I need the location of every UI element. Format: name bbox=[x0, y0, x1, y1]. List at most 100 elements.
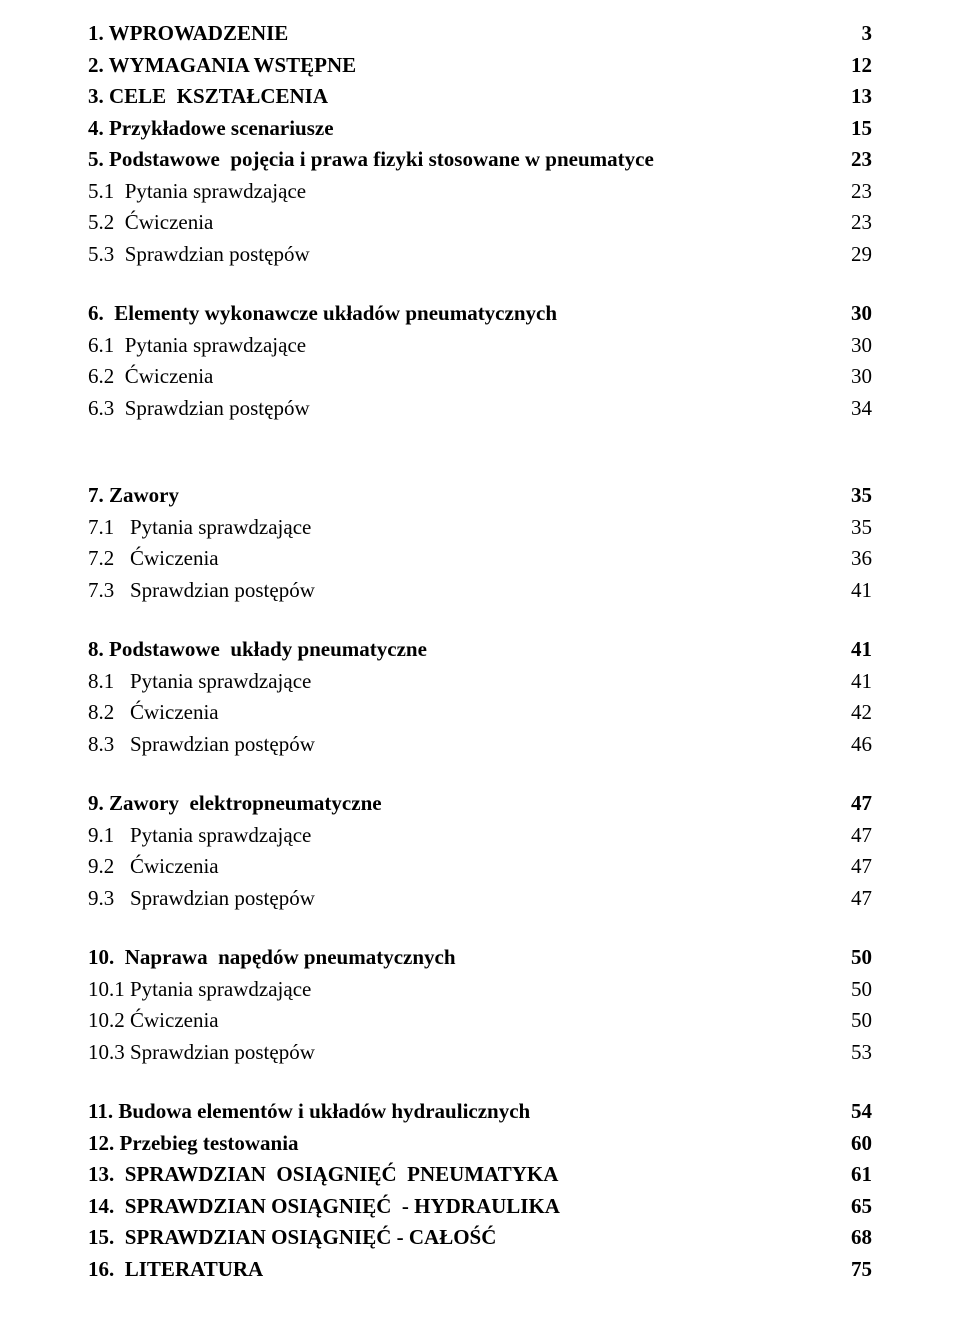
toc-row: 6.3 Sprawdzian postępów34 bbox=[88, 393, 872, 425]
toc-title: 6.2 Ćwiczenia bbox=[88, 361, 827, 393]
toc-title: 1. WPROWADZENIE bbox=[88, 18, 838, 50]
toc-gap bbox=[88, 452, 872, 480]
toc-title: 5.3 Sprawdzian postępów bbox=[88, 239, 827, 271]
toc-title: 2. WYMAGANIA WSTĘPNE bbox=[88, 50, 827, 82]
toc-row: 7.2 Ćwiczenia36 bbox=[88, 543, 872, 575]
toc-page-number: 23 bbox=[827, 176, 872, 208]
toc-gap bbox=[88, 760, 872, 788]
toc-page-number: 54 bbox=[827, 1096, 872, 1128]
toc-gap bbox=[88, 914, 872, 942]
toc-page-number: 47 bbox=[827, 788, 872, 820]
toc-gap bbox=[88, 606, 872, 634]
toc-title: 11. Budowa elementów i układów hydraulic… bbox=[88, 1096, 827, 1128]
toc-row: 14. SPRAWDZIAN OSIĄGNIĘĆ - HYDRAULIKA65 bbox=[88, 1191, 872, 1223]
toc-row: 10.1 Pytania sprawdzające50 bbox=[88, 974, 872, 1006]
toc-gap bbox=[88, 270, 872, 298]
toc-page-number: 30 bbox=[827, 330, 872, 362]
toc-page-number: 61 bbox=[827, 1159, 872, 1191]
toc-title: 14. SPRAWDZIAN OSIĄGNIĘĆ - HYDRAULIKA bbox=[88, 1191, 827, 1223]
toc-title: 8.2 Ćwiczenia bbox=[88, 697, 827, 729]
toc-title: 5.2 Ćwiczenia bbox=[88, 207, 827, 239]
toc-page-number: 46 bbox=[827, 729, 872, 761]
toc-row: 13. SPRAWDZIAN OSIĄGNIĘĆ PNEUMATYKA61 bbox=[88, 1159, 872, 1191]
toc-row: 8.1 Pytania sprawdzające41 bbox=[88, 666, 872, 698]
toc-row: 11. Budowa elementów i układów hydraulic… bbox=[88, 1096, 872, 1128]
toc-row: 4. Przykładowe scenariusze15 bbox=[88, 113, 872, 145]
toc-page-number: 3 bbox=[838, 18, 873, 50]
toc-title: 4. Przykładowe scenariusze bbox=[88, 113, 827, 145]
toc-title: 3. CELE KSZTAŁCENIA bbox=[88, 81, 827, 113]
toc-row: 7.3 Sprawdzian postępów41 bbox=[88, 575, 872, 607]
toc-row: 6.2 Ćwiczenia30 bbox=[88, 361, 872, 393]
toc-row: 5.3 Sprawdzian postępów29 bbox=[88, 239, 872, 271]
toc-title: 6. Elementy wykonawcze układów pneumatyc… bbox=[88, 298, 827, 330]
toc-row: 7.1 Pytania sprawdzające35 bbox=[88, 512, 872, 544]
toc-row: 10.3 Sprawdzian postępów53 bbox=[88, 1037, 872, 1069]
toc-row: 1. WPROWADZENIE3 bbox=[88, 18, 872, 50]
toc-title: 7.1 Pytania sprawdzające bbox=[88, 512, 827, 544]
toc-page-number: 15 bbox=[827, 113, 872, 145]
toc-page-number: 23 bbox=[827, 207, 872, 239]
toc-row: 16. LITERATURA75 bbox=[88, 1254, 872, 1286]
toc-page-number: 47 bbox=[827, 820, 872, 852]
toc-page-number: 50 bbox=[827, 1005, 872, 1037]
toc-title: 9.3 Sprawdzian postępów bbox=[88, 883, 827, 915]
toc-page-number: 42 bbox=[827, 697, 872, 729]
toc-page-number: 75 bbox=[827, 1254, 872, 1286]
toc-page-number: 41 bbox=[827, 634, 872, 666]
toc-row: 10. Naprawa napędów pneumatycznych50 bbox=[88, 942, 872, 974]
toc-page-number: 50 bbox=[827, 974, 872, 1006]
toc-page-number: 29 bbox=[827, 239, 872, 271]
toc-row: 9.1 Pytania sprawdzające47 bbox=[88, 820, 872, 852]
toc-page-number: 53 bbox=[827, 1037, 872, 1069]
toc-title: 10. Naprawa napędów pneumatycznych bbox=[88, 942, 827, 974]
toc-title: 7.3 Sprawdzian postępów bbox=[88, 575, 827, 607]
toc-page-number: 41 bbox=[827, 666, 872, 698]
toc-row: 3. CELE KSZTAŁCENIA13 bbox=[88, 81, 872, 113]
toc-page-number: 68 bbox=[827, 1222, 872, 1254]
toc-page-number: 47 bbox=[827, 851, 872, 883]
toc-row: 6. Elementy wykonawcze układów pneumatyc… bbox=[88, 298, 872, 330]
toc-row: 8.3 Sprawdzian postępów46 bbox=[88, 729, 872, 761]
toc-page-number: 35 bbox=[827, 512, 872, 544]
toc-row: 15. SPRAWDZIAN OSIĄGNIĘĆ - CAŁOŚĆ68 bbox=[88, 1222, 872, 1254]
toc-title: 10.1 Pytania sprawdzające bbox=[88, 974, 827, 1006]
toc-row: 6.1 Pytania sprawdzające30 bbox=[88, 330, 872, 362]
toc-gap bbox=[88, 424, 872, 452]
toc-page-number: 36 bbox=[827, 543, 872, 575]
toc-title: 10.3 Sprawdzian postępów bbox=[88, 1037, 827, 1069]
toc-title: 15. SPRAWDZIAN OSIĄGNIĘĆ - CAŁOŚĆ bbox=[88, 1222, 827, 1254]
toc-row: 8.2 Ćwiczenia42 bbox=[88, 697, 872, 729]
toc-page-number: 65 bbox=[827, 1191, 872, 1223]
toc-page-number: 34 bbox=[827, 393, 872, 425]
toc-row: 2. WYMAGANIA WSTĘPNE12 bbox=[88, 50, 872, 82]
toc-title: 9. Zawory elektropneumatyczne bbox=[88, 788, 827, 820]
toc-row: 9. Zawory elektropneumatyczne47 bbox=[88, 788, 872, 820]
toc-title: 10.2 Ćwiczenia bbox=[88, 1005, 827, 1037]
toc-page-number: 30 bbox=[827, 361, 872, 393]
page: 1. WPROWADZENIE32. WYMAGANIA WSTĘPNE123.… bbox=[0, 0, 960, 1325]
toc-title: 8. Podstawowe układy pneumatyczne bbox=[88, 634, 827, 666]
toc-row: 9.3 Sprawdzian postępów47 bbox=[88, 883, 872, 915]
toc-row: 7. Zawory35 bbox=[88, 480, 872, 512]
toc-title: 13. SPRAWDZIAN OSIĄGNIĘĆ PNEUMATYKA bbox=[88, 1159, 827, 1191]
toc-title: 6.3 Sprawdzian postępów bbox=[88, 393, 827, 425]
toc-row: 9.2 Ćwiczenia47 bbox=[88, 851, 872, 883]
toc-page-number: 12 bbox=[827, 50, 872, 82]
toc-page-number: 47 bbox=[827, 883, 872, 915]
toc-page-number: 35 bbox=[827, 480, 872, 512]
toc-title: 8.3 Sprawdzian postępów bbox=[88, 729, 827, 761]
table-of-contents: 1. WPROWADZENIE32. WYMAGANIA WSTĘPNE123.… bbox=[88, 18, 872, 1285]
toc-title: 5. Podstawowe pojęcia i prawa fizyki sto… bbox=[88, 144, 827, 176]
toc-gap bbox=[88, 1068, 872, 1096]
toc-row: 12. Przebieg testowania60 bbox=[88, 1128, 872, 1160]
toc-row: 10.2 Ćwiczenia50 bbox=[88, 1005, 872, 1037]
toc-page-number: 13 bbox=[827, 81, 872, 113]
toc-title: 8.1 Pytania sprawdzające bbox=[88, 666, 827, 698]
toc-page-number: 30 bbox=[827, 298, 872, 330]
toc-row: 5.1 Pytania sprawdzające23 bbox=[88, 176, 872, 208]
toc-row: 5. Podstawowe pojęcia i prawa fizyki sto… bbox=[88, 144, 872, 176]
toc-row: 8. Podstawowe układy pneumatyczne41 bbox=[88, 634, 872, 666]
toc-title: 5.1 Pytania sprawdzające bbox=[88, 176, 827, 208]
toc-title: 6.1 Pytania sprawdzające bbox=[88, 330, 827, 362]
